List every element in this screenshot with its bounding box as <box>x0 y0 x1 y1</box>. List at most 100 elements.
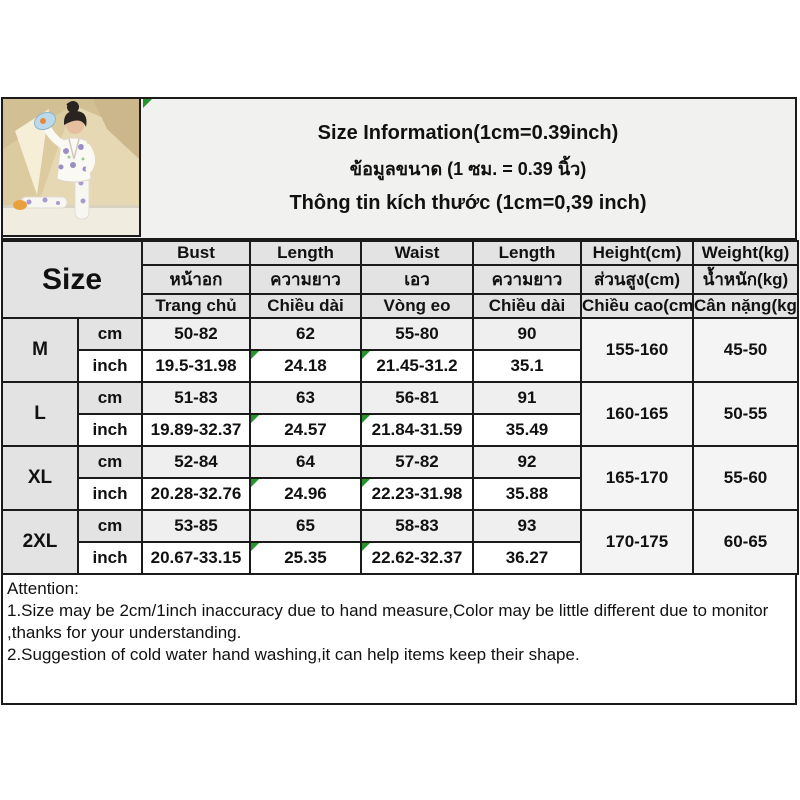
xl-height: 165-170 <box>580 445 694 511</box>
size-chart-sheet: Size Information(1cm=0.39inch) ข้อมูลขนา… <box>1 97 799 705</box>
attention-heading: Attention: <box>7 579 79 598</box>
m-height: 155-160 <box>580 317 694 383</box>
l-waist-cm: 56-81 <box>360 381 474 415</box>
title-english: Size Information(1cm=0.39inch) <box>317 122 619 144</box>
size-label-m: M <box>1 317 79 383</box>
l-height: 160-165 <box>580 381 694 447</box>
xl-waist-cm: 57-82 <box>360 445 474 479</box>
m-length2-inch: 35.1 <box>472 349 582 383</box>
header-row-vi: Trang chủ Chiều dài Vòng eo Chiều dài Ch… <box>2 293 799 319</box>
m-length-inch: 24.18 <box>249 349 362 383</box>
row-m-inch: inch 19.5-31.98 24.18 21.45-31.2 35.1 <box>2 349 798 383</box>
title-block: Size Information(1cm=0.39inch) ข้อมูลขนา… <box>141 99 795 238</box>
2xl-waist-cm: 58-83 <box>360 509 474 543</box>
size-header-cell: Size <box>1 240 143 319</box>
row-l-inch: inch 19.89-32.37 24.57 21.84-31.59 35.49 <box>2 413 798 447</box>
l-bust-inch: 19.89-32.37 <box>141 413 251 447</box>
2xl-bust-cm: 53-85 <box>141 509 251 543</box>
m-bust-cm: 50-82 <box>141 317 251 351</box>
size-table: Size Bust Length Waist Length Height(cm)… <box>1 240 799 575</box>
l-waist-inch: 21.84-31.59 <box>360 413 474 447</box>
2xl-length-cm: 65 <box>249 509 362 543</box>
2xl-bust-inch: 20.67-33.15 <box>141 541 251 575</box>
m-length-cm: 62 <box>249 317 362 351</box>
error-indicator-triangle <box>363 416 370 423</box>
row-2xl-inch: inch 20.67-33.15 25.35 22.62-32.37 36.27 <box>2 541 798 575</box>
header-row-en: Size Bust Length Waist Length Height(cm)… <box>1 240 799 319</box>
xl-length-cm: 64 <box>249 445 362 479</box>
error-indicator-triangle <box>363 544 370 551</box>
col-header-length-en: Length <box>249 240 362 266</box>
pajama-model-illustration <box>3 99 139 235</box>
2xl-length2-inch: 36.27 <box>472 541 582 575</box>
col-header-bust-th: หน้าอก <box>141 264 251 295</box>
title-vietnamese: Thông tin kích thước (1cm=0,39 inch) <box>289 192 647 214</box>
l-bust-cm: 51-83 <box>141 381 251 415</box>
attention-section: Attention: 1.Size may be 2cm/1inch inacc… <box>1 575 797 705</box>
2xl-weight: 60-65 <box>692 509 799 575</box>
row-2xl-cm: 2XL cm 53-85 65 58-83 93 170-175 60-65 <box>1 509 799 575</box>
xl-length2-cm: 92 <box>472 445 582 479</box>
xl-weight: 55-60 <box>692 445 799 511</box>
l-length2-inch: 35.49 <box>472 413 582 447</box>
m-length2-cm: 90 <box>472 317 582 351</box>
row-l-cm: L cm 51-83 63 56-81 91 160-165 50-55 <box>1 381 799 447</box>
l-weight: 50-55 <box>692 381 799 447</box>
col-header-length-th: ความยาว <box>249 264 362 295</box>
unit-inch: inch <box>77 413 143 447</box>
size-label-xl: XL <box>1 445 79 511</box>
unit-cm: cm <box>77 317 143 351</box>
col-header-height-en: Height(cm) <box>580 240 694 266</box>
attention-note-1: 1.Size may be 2cm/1inch inaccuracy due t… <box>7 601 769 642</box>
2xl-length2-cm: 93 <box>472 509 582 543</box>
error-indicator-triangle <box>363 352 370 359</box>
col-header-waist-en: Waist <box>360 240 474 266</box>
unit-inch: inch <box>77 541 143 575</box>
product-photo <box>1 97 141 237</box>
col-header-height-vi: Chiều cao(cm) <box>580 293 694 319</box>
col-header-bust-vi: Trang chủ <box>141 293 251 319</box>
row-xl-cm: XL cm 52-84 64 57-82 92 165-170 55-60 <box>1 445 799 511</box>
2xl-height: 170-175 <box>580 509 694 575</box>
xl-waist-inch: 22.23-31.98 <box>360 477 474 511</box>
col-header-height-th: ส่วนสูง(cm) <box>580 264 694 295</box>
m-waist-inch: 21.45-31.2 <box>360 349 474 383</box>
title-thai: ข้อมูลขนาด (1 ซม. = 0.39 นิ้ว) <box>349 159 587 179</box>
error-indicator-triangle <box>143 99 152 108</box>
m-weight: 45-50 <box>692 317 799 383</box>
unit-cm: cm <box>77 509 143 543</box>
row-m-cm: M cm 50-82 62 55-80 90 155-160 45-50 <box>1 317 799 383</box>
m-waist-cm: 55-80 <box>360 317 474 351</box>
col-header-length-vi: Chiều dài <box>249 293 362 319</box>
xl-length2-inch: 35.88 <box>472 477 582 511</box>
size-label-2xl: 2XL <box>1 509 79 575</box>
l-length-inch: 24.57 <box>249 413 362 447</box>
col-header-weight-vi: Cân nặng(kg) <box>692 293 799 319</box>
unit-cm: cm <box>77 381 143 415</box>
col-header-bust-en: Bust <box>141 240 251 266</box>
error-indicator-triangle <box>252 352 259 359</box>
unit-cm: cm <box>77 445 143 479</box>
xl-bust-inch: 20.28-32.76 <box>141 477 251 511</box>
2xl-waist-inch: 22.62-32.37 <box>360 541 474 575</box>
xl-length-inch: 24.96 <box>249 477 362 511</box>
attention-note-2: 2.Suggestion of cold water hand washing,… <box>7 645 580 664</box>
row-xl-inch: inch 20.28-32.76 24.96 22.23-31.98 35.88 <box>2 477 798 511</box>
col-header-length2-vi: Chiều dài <box>472 293 582 319</box>
xl-bust-cm: 52-84 <box>141 445 251 479</box>
size-label-l: L <box>1 381 79 447</box>
col-header-weight-en: Weight(kg) <box>692 240 799 266</box>
col-header-weight-th: น้ำหนัก(kg) <box>692 264 799 295</box>
l-length-cm: 63 <box>249 381 362 415</box>
error-indicator-triangle <box>252 544 259 551</box>
col-header-length2-th: ความยาว <box>472 264 582 295</box>
l-length2-cm: 91 <box>472 381 582 415</box>
header-row-th: หน้าอก ความยาว เอว ความยาว ส่วนสูง(cm) น… <box>2 264 799 295</box>
unit-inch: inch <box>77 477 143 511</box>
title-section: Size Information(1cm=0.39inch) ข้อมูลขนา… <box>1 97 797 240</box>
col-header-length2-en: Length <box>472 240 582 266</box>
error-indicator-triangle <box>252 480 259 487</box>
unit-inch: inch <box>77 349 143 383</box>
2xl-length-inch: 25.35 <box>249 541 362 575</box>
col-header-waist-vi: Vòng eo <box>360 293 474 319</box>
